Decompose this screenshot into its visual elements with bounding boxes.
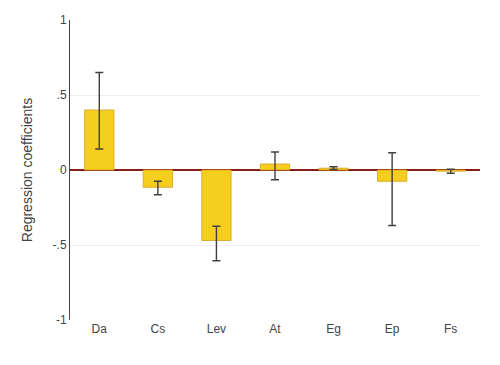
svg-text:Da: Da [92,322,108,336]
svg-text:Regression coefficients: Regression coefficients [19,98,35,242]
svg-text:Ep: Ep [385,322,400,336]
svg-text:Cs: Cs [151,322,166,336]
svg-text:Fs: Fs [444,322,457,336]
svg-text:-1: -1 [56,313,67,327]
svg-text:Lev: Lev [207,322,226,336]
svg-text:1: 1 [60,13,67,27]
svg-text:Eg: Eg [326,322,341,336]
svg-text:0: 0 [60,163,67,177]
svg-text:.5: .5 [57,88,67,102]
svg-text:-.5: -.5 [53,238,67,252]
svg-text:At: At [269,322,281,336]
